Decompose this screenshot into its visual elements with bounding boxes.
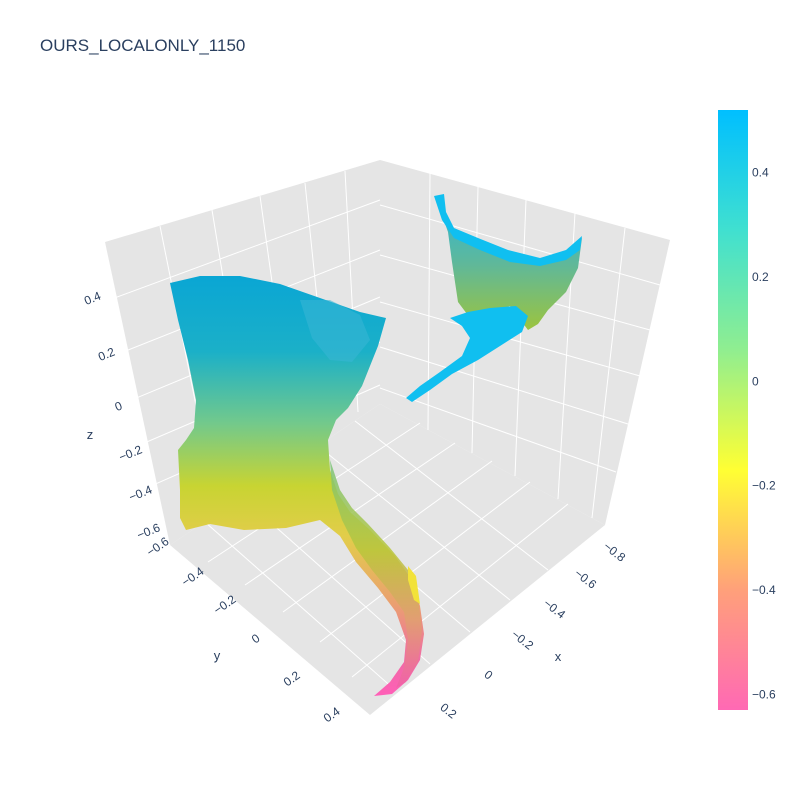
z-tick-label: 0.2 [96,345,117,364]
y-tick-label: 0.4 [321,704,343,725]
z-tick-label: 0 [113,398,125,414]
x-tick-label: −0.4 [541,596,569,622]
colorbar-gradient [718,110,748,710]
colorbar-tick-label: 0 [752,374,759,388]
y-tick-label: 0 [249,631,263,646]
x-tick-label: −0.6 [572,566,600,592]
z-tick-label: 0.4 [82,289,103,308]
colorbar-tick-label: −0.2 [752,479,776,493]
z-axis-title: z [87,427,94,442]
surface-front-wedge [330,460,422,688]
y-tick-label: 0.2 [281,668,303,689]
chart-title: OURS_LOCALONLY_1150 [40,36,245,55]
surface-front-highlight [300,300,370,362]
colorbar-tick-label: −0.4 [752,583,776,597]
z-tick-label: −0.4 [127,482,155,504]
colorbar-tick-label: 0.4 [752,166,769,180]
x-tick-label: −0.2 [509,627,537,653]
surface-front-yellow-edge [408,566,420,604]
x-tick-label: 0.2 [438,700,460,722]
surface-front-main [170,276,424,696]
z-tick-label: −0.2 [117,442,145,464]
colorbar-ticks: 0.4 0.2 0 −0.2 −0.4 −0.6 [752,166,776,702]
surface-back-green [436,198,582,330]
surface-back-blue-lower [406,306,528,402]
x-tick-label: −0.8 [601,539,629,565]
x-axis-title: x [555,649,562,664]
y-axis-title: y [214,648,221,663]
colorbar-tick-label: 0.2 [752,270,769,284]
colorbar: 0.4 0.2 0 −0.2 −0.4 −0.6 [718,110,776,710]
x-tick-label: 0 [482,667,496,682]
surface-traces [170,194,582,696]
surface-back-blue-upper [434,194,582,266]
colorbar-tick-label: −0.6 [752,687,776,701]
